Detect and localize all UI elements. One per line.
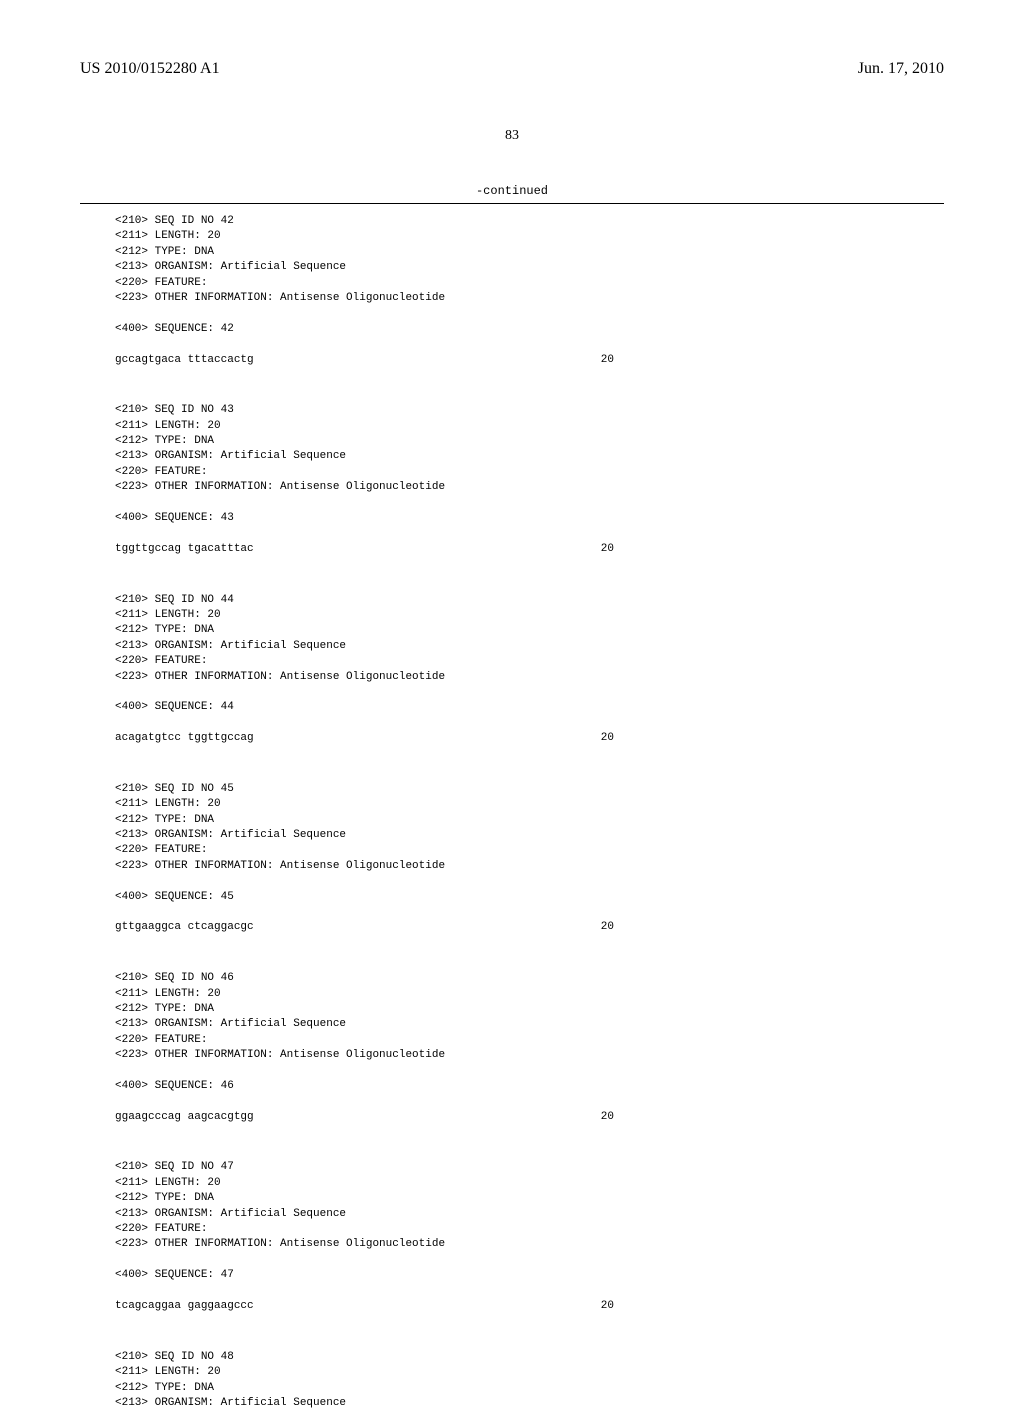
- sequence-header-line: <212> TYPE: DNA: [115, 1191, 944, 1206]
- sequence-header-line: <213> ORGANISM: Artificial Sequence: [115, 260, 944, 275]
- sequence-header-line: <210> SEQ ID NO 45: [115, 782, 944, 797]
- continued-label: -continued: [80, 184, 944, 198]
- sequence-header-line: <212> TYPE: DNA: [115, 1381, 944, 1396]
- sequence-data: tggttgccag tgacatttac: [115, 542, 254, 557]
- sequence-header-line: <212> TYPE: DNA: [115, 623, 944, 638]
- sequence-length: 20: [601, 731, 614, 746]
- sequence-block: <210> SEQ ID NO 47<211> LENGTH: 20<212> …: [115, 1160, 944, 1329]
- sequence-block: <210> SEQ ID NO 46<211> LENGTH: 20<212> …: [115, 971, 944, 1140]
- publication-date: Jun. 17, 2010: [858, 60, 944, 78]
- sequence-block: <210> SEQ ID NO 44<211> LENGTH: 20<212> …: [115, 593, 944, 762]
- sequence-blank: [115, 337, 944, 352]
- sequence-label: <400> SEQUENCE: 46: [115, 1079, 944, 1094]
- sequence-header-line: <212> TYPE: DNA: [115, 813, 944, 828]
- sequence-blank: [115, 1284, 944, 1299]
- sequence-blank: [115, 1094, 944, 1109]
- sequence-header-line: <213> ORGANISM: Artificial Sequence: [115, 1207, 944, 1222]
- sequence-header-line: <220> FEATURE:: [115, 1033, 944, 1048]
- sequence-length: 20: [601, 920, 614, 935]
- sequence-label: <400> SEQUENCE: 45: [115, 890, 944, 905]
- sequence-label-blank: [115, 306, 944, 321]
- sequence-data-line: tcagcaggaa gaggaagccc 20: [115, 1299, 944, 1314]
- sequence-data-line: gttgaaggca ctcaggacgc 20: [115, 920, 944, 935]
- sequence-header-line: <223> OTHER INFORMATION: Antisense Oligo…: [115, 670, 944, 685]
- sequence-trail-blank: [115, 936, 944, 951]
- sequence-header-line: <223> OTHER INFORMATION: Antisense Oligo…: [115, 859, 944, 874]
- sequence-label: <400> SEQUENCE: 44: [115, 700, 944, 715]
- sequence-header-line: <220> FEATURE:: [115, 465, 944, 480]
- sequence-data: acagatgtcc tggttgccag: [115, 731, 254, 746]
- sequence-block: <210> SEQ ID NO 43<211> LENGTH: 20<212> …: [115, 403, 944, 572]
- top-separator: [80, 203, 944, 204]
- sequence-header-line: <211> LENGTH: 20: [115, 229, 944, 244]
- sequence-length: 20: [601, 1299, 614, 1314]
- sequence-data: tcagcaggaa gaggaagccc: [115, 1299, 254, 1314]
- page-number: 83: [80, 128, 944, 144]
- sequence-header-line: <213> ORGANISM: Artificial Sequence: [115, 1017, 944, 1032]
- sequence-header-line: <210> SEQ ID NO 48: [115, 1350, 944, 1365]
- sequence-block: <210> SEQ ID NO 45<211> LENGTH: 20<212> …: [115, 782, 944, 951]
- sequence-label-blank: [115, 496, 944, 511]
- sequence-data: ggaagcccag aagcacgtgg: [115, 1110, 254, 1125]
- sequence-header-line: <212> TYPE: DNA: [115, 1002, 944, 1017]
- sequence-header-line: <220> FEATURE:: [115, 1222, 944, 1237]
- sequence-blank: [115, 905, 944, 920]
- sequence-header-line: <211> LENGTH: 20: [115, 797, 944, 812]
- sequence-header-line: <212> TYPE: DNA: [115, 434, 944, 449]
- sequence-header-line: <211> LENGTH: 20: [115, 1176, 944, 1191]
- sequence-trail-blank: [115, 747, 944, 762]
- publication-number: US 2010/0152280 A1: [80, 60, 220, 78]
- page-container: US 2010/0152280 A1 Jun. 17, 2010 83 -con…: [0, 0, 1024, 1320]
- sequence-header-line: <210> SEQ ID NO 43: [115, 403, 944, 418]
- sequence-header-line: <220> FEATURE:: [115, 843, 944, 858]
- sequence-label: <400> SEQUENCE: 43: [115, 511, 944, 526]
- sequence-length: 20: [601, 353, 614, 368]
- sequence-label-blank: [115, 1253, 944, 1268]
- sequence-label-blank: [115, 685, 944, 700]
- sequence-data-line: gccagtgaca tttaccactg 20: [115, 353, 944, 368]
- sequence-length: 20: [601, 542, 614, 557]
- sequence-block: <210> SEQ ID NO 42<211> LENGTH: 20<212> …: [115, 214, 944, 383]
- sequence-length: 20: [601, 1110, 614, 1125]
- sequence-blank: [115, 526, 944, 541]
- sequence-header-line: <220> FEATURE:: [115, 654, 944, 669]
- sequence-header-line: <212> TYPE: DNA: [115, 245, 944, 260]
- page-header: US 2010/0152280 A1 Jun. 17, 2010: [80, 60, 944, 78]
- sequence-trail-blank: [115, 1314, 944, 1329]
- sequence-data-line: tggttgccag tgacatttac 20: [115, 542, 944, 557]
- sequence-data: gccagtgaca tttaccactg: [115, 353, 254, 368]
- sequence-trail-blank: [115, 368, 944, 383]
- sequence-header-line: <211> LENGTH: 20: [115, 608, 944, 623]
- sequence-header-line: <213> ORGANISM: Artificial Sequence: [115, 639, 944, 654]
- sequence-header-line: <210> SEQ ID NO 47: [115, 1160, 944, 1175]
- sequence-header-line: <211> LENGTH: 20: [115, 419, 944, 434]
- sequence-header-line: <213> ORGANISM: Artificial Sequence: [115, 828, 944, 843]
- sequence-header-line: <213> ORGANISM: Artificial Sequence: [115, 449, 944, 464]
- sequence-label-blank: [115, 1064, 944, 1079]
- sequence-header-line: <210> SEQ ID NO 44: [115, 593, 944, 608]
- sequence-trail-blank: [115, 1125, 944, 1140]
- sequence-header-line: <223> OTHER INFORMATION: Antisense Oligo…: [115, 480, 944, 495]
- sequence-block: <210> SEQ ID NO 48<211> LENGTH: 20<212> …: [115, 1350, 944, 1411]
- sequence-listing: <210> SEQ ID NO 42<211> LENGTH: 20<212> …: [80, 214, 944, 1411]
- sequence-header-line: <211> LENGTH: 20: [115, 1365, 944, 1380]
- sequence-label: <400> SEQUENCE: 47: [115, 1268, 944, 1283]
- sequence-data-line: ggaagcccag aagcacgtgg 20: [115, 1110, 944, 1125]
- sequence-header-line: <211> LENGTH: 20: [115, 987, 944, 1002]
- sequence-trail-blank: [115, 557, 944, 572]
- sequence-header-line: <223> OTHER INFORMATION: Antisense Oligo…: [115, 291, 944, 306]
- sequence-blank: [115, 716, 944, 731]
- sequence-label-blank: [115, 874, 944, 889]
- sequence-header-line: <223> OTHER INFORMATION: Antisense Oligo…: [115, 1048, 944, 1063]
- sequence-header-line: <220> FEATURE:: [115, 276, 944, 291]
- sequence-label: <400> SEQUENCE: 42: [115, 322, 944, 337]
- sequence-header-line: <213> ORGANISM: Artificial Sequence: [115, 1396, 944, 1411]
- sequence-header-line: <210> SEQ ID NO 46: [115, 971, 944, 986]
- sequence-header-line: <210> SEQ ID NO 42: [115, 214, 944, 229]
- sequence-header-line: <223> OTHER INFORMATION: Antisense Oligo…: [115, 1237, 944, 1252]
- sequence-data-line: acagatgtcc tggttgccag 20: [115, 731, 944, 746]
- sequence-data: gttgaaggca ctcaggacgc: [115, 920, 254, 935]
